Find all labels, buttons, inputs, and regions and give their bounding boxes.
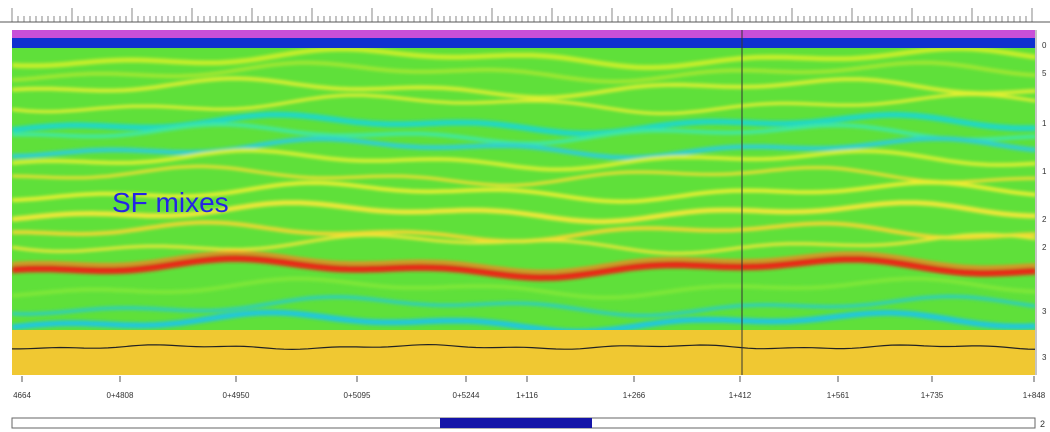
axis-label: 4664 (13, 391, 31, 400)
annotation: SF mixes (112, 187, 229, 218)
reflection-band (12, 200, 1035, 225)
axis-label: 1+116 (516, 391, 538, 400)
axis-label: 3 (1042, 307, 1047, 316)
reflection-band (12, 136, 1035, 161)
axis-label: 0+4950 (223, 391, 250, 400)
axis-label: 2 (1042, 243, 1047, 252)
reflection-band (12, 309, 1035, 335)
reflection-band (12, 164, 1035, 187)
axis-label: 1+735 (921, 391, 944, 400)
axis-label: 0+5095 (344, 391, 371, 400)
axis-label: 0+5244 (453, 391, 480, 400)
axis-label: 1+561 (827, 391, 850, 400)
reflection-band (12, 254, 1035, 282)
reflection-band (12, 76, 1035, 100)
reflection-band (12, 294, 1035, 318)
right-axis: 0 5 1 1 2 2 3 3 (1042, 41, 1047, 362)
reflection-band (12, 45, 1035, 70)
axis-label: 1 (1042, 119, 1047, 128)
reflection-band (12, 276, 1035, 300)
axis-label: 5 (1042, 69, 1047, 78)
top-ruler (0, 8, 1050, 23)
reflection-band (12, 232, 1035, 255)
reflection-band (12, 180, 1035, 204)
reflection-band (12, 122, 1035, 146)
reflection-band (12, 60, 1035, 84)
axis-label: 2 (1042, 215, 1047, 224)
axis-label: 0+4808 (107, 391, 134, 400)
axis-label: 1+848 (1023, 391, 1046, 400)
reflection-band (12, 92, 1035, 116)
axis-label: 1+266 (623, 391, 646, 400)
scrollbar-thumb[interactable] (440, 418, 592, 428)
bottom-axis: 4664 0+4808 0+4950 0+5095 0+5244 1+116 1+266 1+… (13, 376, 1046, 400)
radargram-image (12, 30, 1035, 375)
axis-label: 1+412 (729, 391, 752, 400)
reflection-band (12, 148, 1035, 172)
axis-label: 0 (1042, 41, 1047, 50)
axis-label: 3 (1042, 353, 1047, 362)
axis-label: 1 (1042, 167, 1047, 176)
reflection-band (12, 250, 1035, 274)
scrollbar-label: 2 (1040, 419, 1045, 429)
